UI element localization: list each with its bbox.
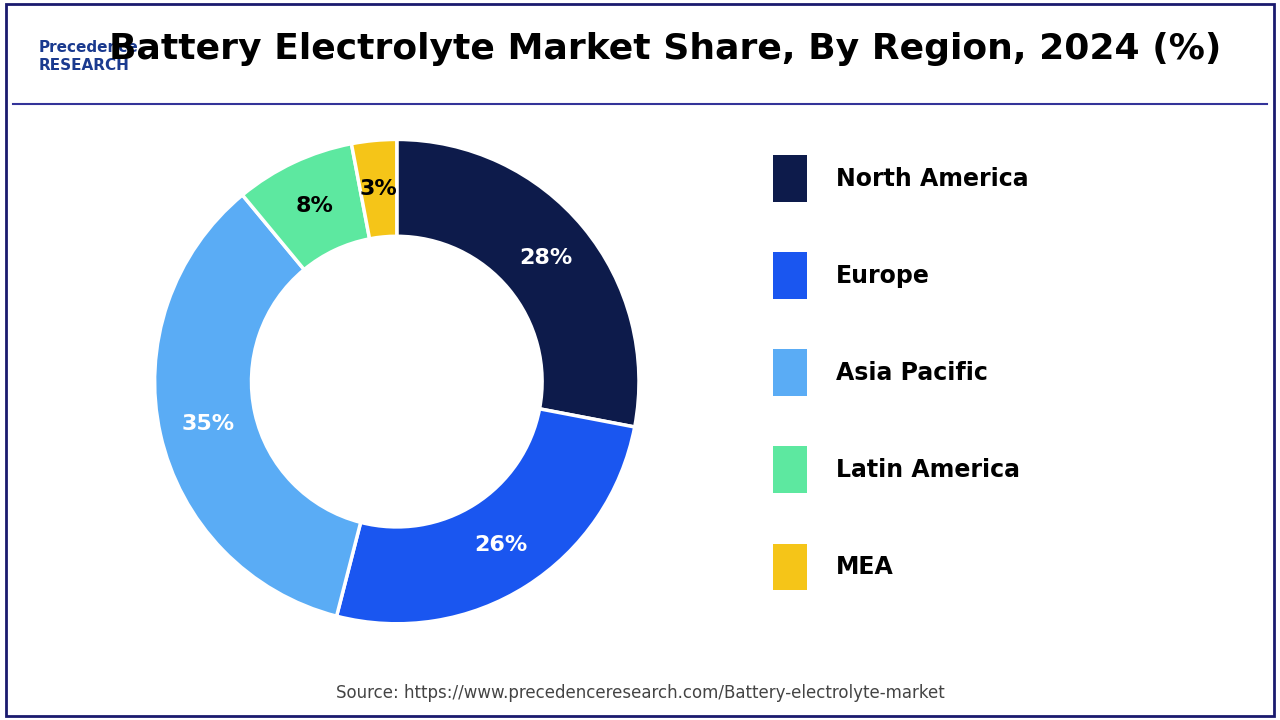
FancyBboxPatch shape [773, 349, 806, 396]
Text: 8%: 8% [296, 197, 333, 216]
Text: MEA: MEA [836, 555, 893, 579]
Text: Asia Pacific: Asia Pacific [836, 361, 988, 384]
Text: 35%: 35% [182, 414, 234, 434]
FancyBboxPatch shape [773, 156, 806, 202]
FancyBboxPatch shape [773, 446, 806, 493]
Text: 26%: 26% [474, 535, 527, 555]
Wedge shape [397, 140, 639, 427]
Text: 3%: 3% [360, 179, 398, 199]
Text: Precedence
RESEARCH: Precedence RESEARCH [38, 40, 138, 73]
Text: 28%: 28% [520, 248, 572, 268]
FancyBboxPatch shape [773, 252, 806, 299]
Wedge shape [352, 140, 397, 239]
Wedge shape [337, 409, 635, 624]
Text: North America: North America [836, 166, 1029, 191]
Text: Latin America: Latin America [836, 458, 1020, 482]
Text: Europe: Europe [836, 264, 931, 288]
FancyBboxPatch shape [773, 544, 806, 590]
Text: Source: https://www.precedenceresearch.com/Battery-electrolyte-market: Source: https://www.precedenceresearch.c… [335, 684, 945, 702]
Wedge shape [155, 195, 361, 616]
Wedge shape [242, 144, 370, 269]
Text: Battery Electrolyte Market Share, By Region, 2024 (%): Battery Electrolyte Market Share, By Reg… [109, 32, 1222, 66]
